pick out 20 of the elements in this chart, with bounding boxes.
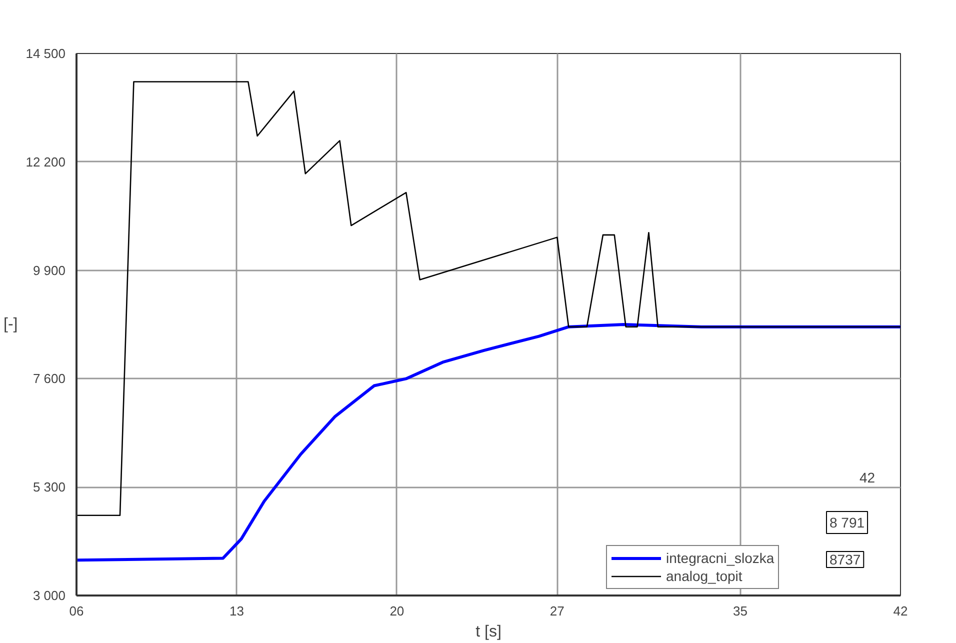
y-tick-label: 5 300 — [32, 480, 66, 495]
x-axis-title: t [s] — [476, 624, 502, 640]
annotation: 8737 — [830, 552, 861, 568]
annotation: 42 — [860, 470, 876, 486]
x-tick-label: 13 — [229, 604, 244, 618]
y-axis-title: [-] — [4, 316, 18, 333]
x-tick-label: 35 — [733, 604, 748, 618]
x-tick-label: 42 — [893, 604, 908, 618]
y-tick-label: 9 900 — [32, 262, 66, 278]
x-tick-label: 06 — [69, 604, 84, 618]
x-tick-label: 27 — [550, 604, 564, 618]
legend-label: integracni_slozka — [666, 550, 774, 566]
annotation: 8 791 — [830, 514, 865, 530]
y-tick-label: 3 000 — [32, 588, 66, 603]
legend-label: analog_topit — [666, 568, 742, 584]
y-tick-label: 14 500 — [26, 46, 66, 61]
y-tick-label: 12 200 — [26, 154, 66, 170]
y-tick-label: 7 600 — [32, 371, 66, 386]
x-tick-label: 20 — [390, 604, 404, 618]
line-series — [76, 81, 900, 516]
